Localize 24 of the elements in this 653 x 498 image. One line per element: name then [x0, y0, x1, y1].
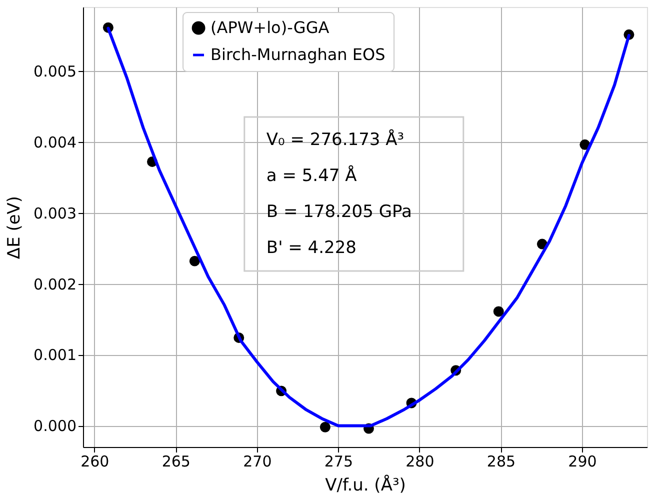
- x-tick-label: 280: [406, 452, 434, 470]
- y-tick-label: 0.003: [34, 204, 76, 222]
- x-axis-title: V/f.u. (Å³): [325, 474, 406, 496]
- x-tick-label: 265: [162, 452, 190, 470]
- x-tick-label: 285: [486, 452, 516, 470]
- annotation: V₀ = 276.173 Å³: [266, 128, 404, 150]
- y-tick-label: 0.000: [34, 417, 76, 436]
- x-tick-label: 275: [324, 452, 353, 470]
- legend-label: Birch-Murnaghan EOS: [210, 45, 386, 64]
- x-tick-label: 270: [243, 452, 272, 470]
- x-tick-label: 290: [568, 452, 597, 470]
- annotation: B' = 4.228: [266, 238, 356, 258]
- annotation: B = 178.205 GPa: [266, 202, 412, 222]
- y-tick-label: 0.002: [34, 275, 76, 294]
- y-tick-label: 0.005: [34, 62, 76, 80]
- x-tick-label: 260: [80, 452, 110, 470]
- legend-label: (APW+lo)-GGA: [210, 18, 330, 37]
- y-tick-label: 0.001: [34, 346, 76, 364]
- y-axis-title: ΔE (eV): [4, 196, 25, 260]
- y-tick-label: 0.004: [34, 133, 76, 152]
- point: [493, 306, 504, 317]
- annotation: a = 5.47 Å: [266, 164, 358, 186]
- point: [320, 422, 330, 432]
- point: [189, 256, 200, 266]
